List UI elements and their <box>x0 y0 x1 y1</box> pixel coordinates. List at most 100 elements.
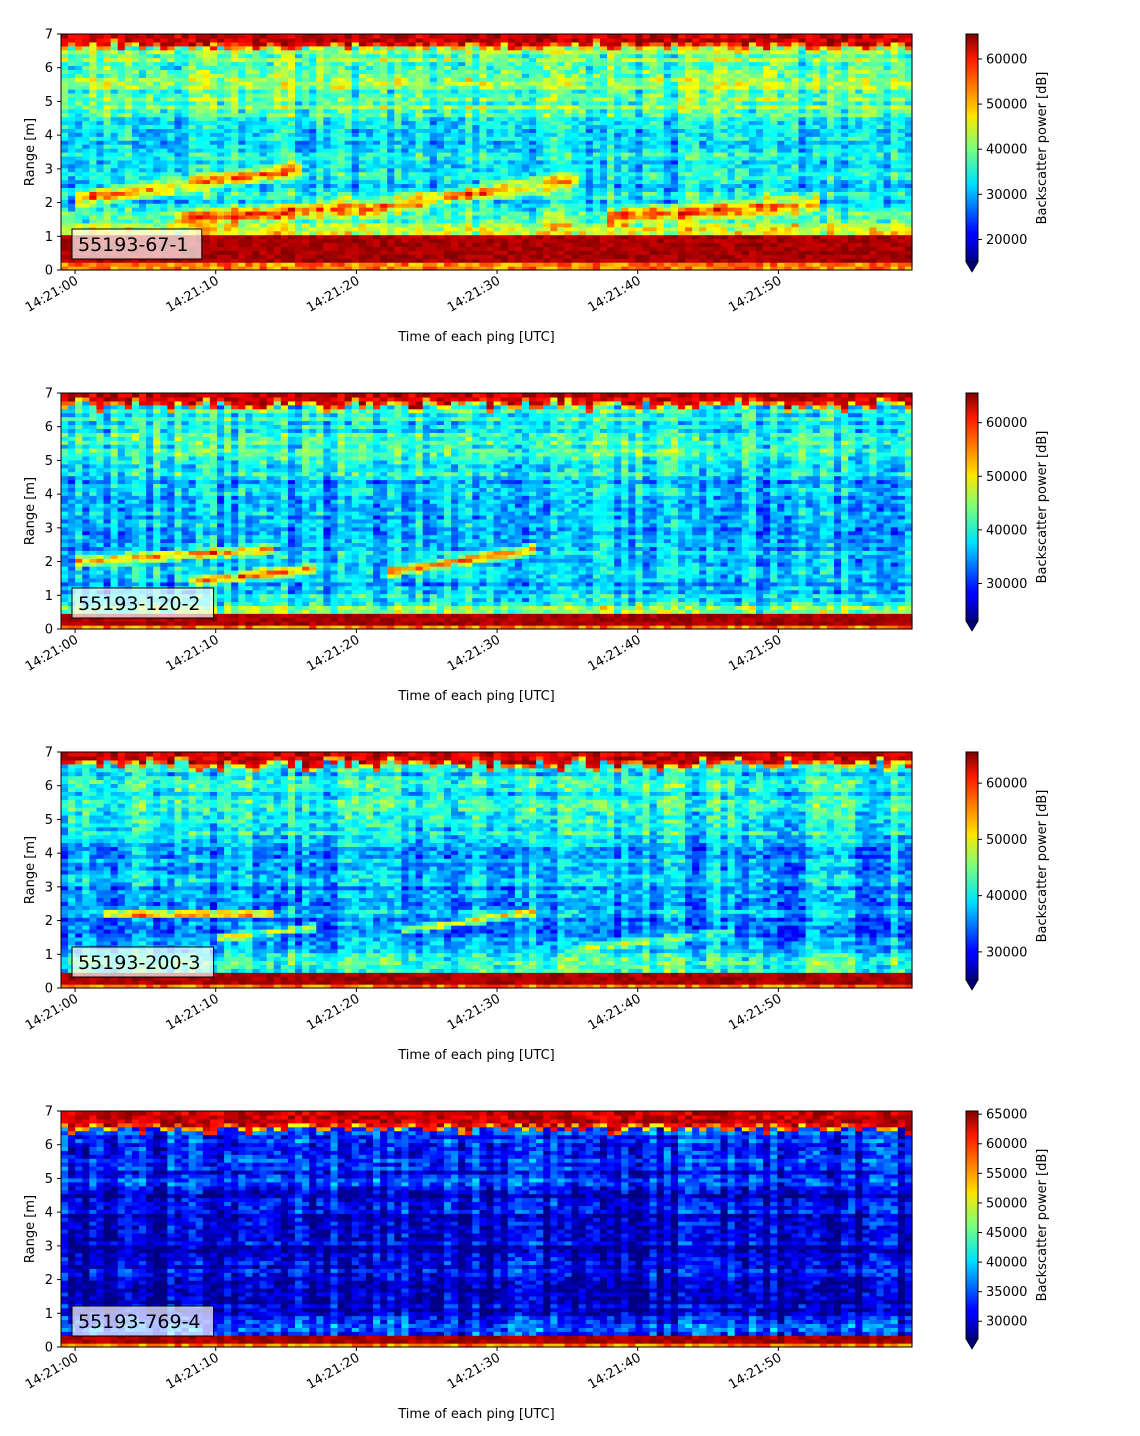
heat-cell <box>217 246 225 251</box>
heat-cell <box>529 124 537 129</box>
heat-cell <box>153 183 161 188</box>
heat-cell <box>536 203 544 208</box>
heat-cell <box>153 262 161 267</box>
heat-cell <box>508 128 516 133</box>
heat-cell <box>501 195 509 200</box>
heat-cell <box>345 128 353 133</box>
heat-cell <box>281 172 289 177</box>
heat-cell <box>309 73 317 78</box>
heat-cell <box>373 58 381 63</box>
heat-cell <box>515 124 523 129</box>
heat-cell <box>238 144 246 149</box>
heat-cell <box>380 203 388 208</box>
heat-cell <box>167 211 175 216</box>
heat-cell <box>125 38 133 43</box>
heat-cell <box>458 69 466 74</box>
heat-cell <box>515 73 523 78</box>
heat-cell <box>529 58 537 63</box>
heat-cell <box>295 109 303 114</box>
heat-cell <box>139 203 147 208</box>
heat-cell <box>302 128 310 133</box>
heat-cell <box>61 69 69 74</box>
heat-cell <box>501 140 509 145</box>
heat-cell <box>224 128 232 133</box>
heat-cell <box>394 239 402 244</box>
heat-cell <box>522 211 530 216</box>
heat-cell <box>387 176 395 181</box>
heat-cell <box>267 164 275 169</box>
heat-cell <box>267 262 275 267</box>
heat-cell <box>189 58 197 63</box>
heat-cell <box>146 124 154 129</box>
heat-cell <box>444 97 452 102</box>
heat-cell <box>416 144 424 149</box>
heat-cell <box>167 207 175 212</box>
heat-cell <box>557 136 565 141</box>
heat-cell <box>522 65 530 70</box>
heat-cell <box>444 239 452 244</box>
heat-cell <box>437 223 445 228</box>
heat-cell <box>515 250 523 255</box>
heat-cell <box>465 176 473 181</box>
heat-cell <box>529 132 537 137</box>
heat-cell <box>217 227 225 232</box>
heat-cell <box>330 211 338 216</box>
heat-cell <box>408 199 416 204</box>
heat-cell <box>245 172 253 177</box>
heat-cell <box>111 148 119 153</box>
heat-cell <box>451 207 459 212</box>
heat-cell <box>238 199 246 204</box>
heat-cell <box>295 242 303 247</box>
heat-cell <box>465 50 473 55</box>
heat-cell <box>160 69 168 74</box>
heat-cell <box>323 156 331 161</box>
heat-cell <box>345 109 353 114</box>
heat-cell <box>245 250 253 255</box>
heat-cell <box>217 136 225 141</box>
heat-cell <box>82 160 90 165</box>
heat-cell <box>203 160 211 165</box>
heat-cell <box>330 242 338 247</box>
heat-cell <box>487 105 495 110</box>
heat-cell <box>366 58 374 63</box>
heat-cell <box>430 54 438 59</box>
heat-cell <box>89 109 97 114</box>
heat-cell <box>132 172 140 177</box>
heat-cell <box>338 152 346 157</box>
heat-cell <box>61 156 69 161</box>
heat-cell <box>345 203 353 208</box>
heat-cell <box>238 81 246 86</box>
heat-cell <box>401 219 409 224</box>
heat-cell <box>352 105 360 110</box>
heat-cell <box>89 148 97 153</box>
heat-cell <box>522 93 530 98</box>
heat-cell <box>557 156 565 161</box>
heat-cell <box>217 195 225 200</box>
heat-cell <box>352 183 360 188</box>
heat-cell <box>366 156 374 161</box>
heat-cell <box>189 73 197 78</box>
heat-cell <box>366 207 374 212</box>
heat-cell <box>501 239 509 244</box>
heat-cell <box>61 46 69 51</box>
heat-cell <box>302 144 310 149</box>
heat-cell <box>82 180 90 185</box>
heat-cell <box>323 223 331 228</box>
heat-cell <box>267 160 275 165</box>
heat-cell <box>231 180 239 185</box>
heat-cell <box>352 65 360 70</box>
heat-cell <box>96 65 104 70</box>
heat-cell <box>118 191 126 196</box>
heat-cell <box>380 168 388 173</box>
heat-cell <box>366 203 374 208</box>
heat-cell <box>231 156 239 161</box>
heat-cell <box>245 176 253 181</box>
heat-cell <box>451 62 459 67</box>
heat-cell <box>274 164 282 169</box>
heat-cell <box>557 235 565 240</box>
heat-cell <box>309 211 317 216</box>
heat-cell <box>465 46 473 51</box>
heat-cell <box>487 227 495 232</box>
heat-cell <box>196 207 204 212</box>
heat-cell <box>366 140 374 145</box>
